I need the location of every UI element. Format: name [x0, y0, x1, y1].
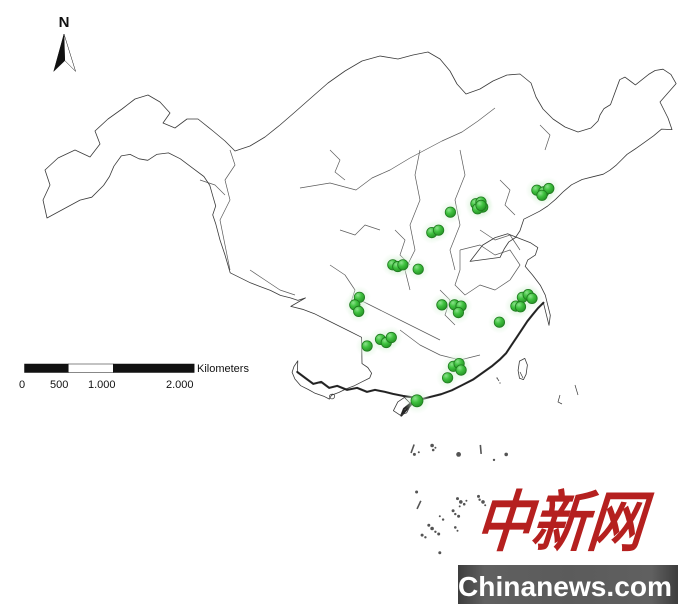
svg-text:0: 0 [19, 379, 25, 391]
svg-text:N: N [59, 14, 70, 31]
svg-text:1.000: 1.000 [88, 379, 116, 391]
svg-text:500: 500 [50, 379, 68, 391]
svg-text:中新网: 中新网 [472, 486, 655, 560]
svg-text:2.000: 2.000 [166, 379, 194, 391]
svg-text:Chinanews.com: Chinanews.com [458, 571, 672, 602]
svg-text:Kilometers: Kilometers [197, 363, 249, 375]
